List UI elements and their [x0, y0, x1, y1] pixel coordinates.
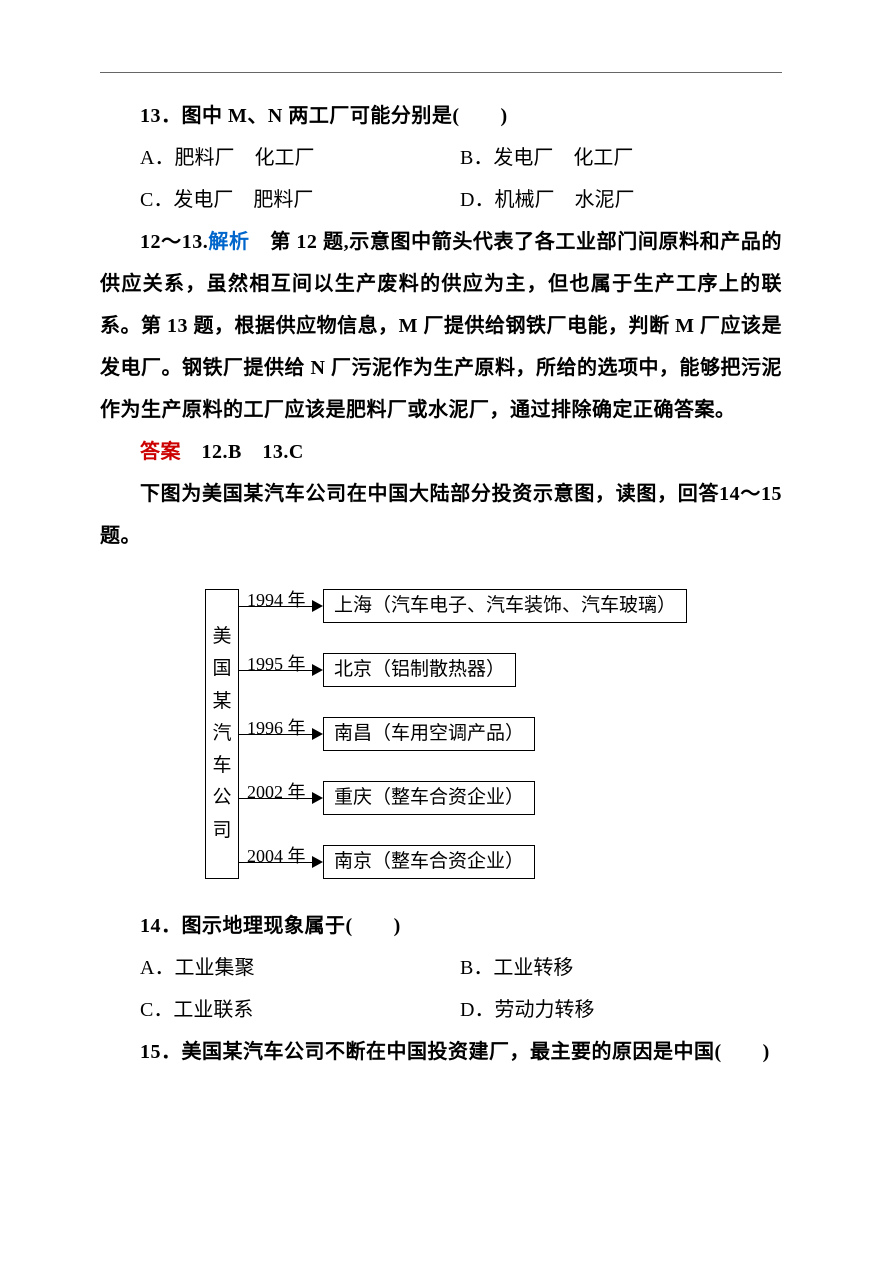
- answer-block: 答案 12.B 13.C: [100, 431, 782, 473]
- source-char: 国: [212, 653, 231, 685]
- page-body: 13．图中 M、N 两工厂可能分别是( ) A．肥料厂 化工厂 B．发电厂 化工…: [100, 95, 782, 1073]
- year-label: 2002 年: [247, 774, 306, 812]
- investment-diagram: 美国某汽车公司 1994 年上海（汽车电子、汽车装饰、汽车玻璃） 1995 年北京…: [181, 575, 701, 895]
- q13-opts-row1: A．肥料厂 化工厂 B．发电厂 化工厂: [100, 137, 782, 179]
- q15-stem: 15．美国某汽车公司不断在中国投资建厂，最主要的原因是中国( ): [100, 1031, 782, 1073]
- q14-option-d[interactable]: D．劳动力转移: [420, 989, 594, 1031]
- source-char: 公: [212, 782, 231, 814]
- year-label: 1995 年: [247, 646, 306, 684]
- q13-opts-row2: C．发电厂 肥料厂 D．机械厂 水泥厂: [100, 179, 782, 221]
- year-label: 1996 年: [247, 710, 306, 748]
- year-label: 2004 年: [247, 838, 306, 876]
- arrow-icon: [312, 600, 323, 612]
- q13-option-b[interactable]: B．发电厂 化工厂: [420, 137, 633, 179]
- source-char: 美: [212, 621, 231, 653]
- arrow-icon: [312, 856, 323, 868]
- analysis-prefix: 12～13.: [140, 231, 208, 253]
- q14-stem: 14．图示地理现象属于( ): [100, 905, 782, 947]
- q14-option-c[interactable]: C．工业联系: [100, 989, 420, 1031]
- analysis-body: 第 12 题,示意图中箭头代表了各工业部门间原料和产品的供应关系，虽然相互间以生…: [100, 231, 782, 421]
- q13-option-d[interactable]: D．机械厂 水泥厂: [420, 179, 634, 221]
- arrow-icon: [312, 728, 323, 740]
- analysis-label: 解析: [208, 231, 249, 253]
- dest-city-box: 南昌（车用空调产品）: [323, 717, 535, 751]
- analysis-block: 12～13.解析 第 12 题,示意图中箭头代表了各工业部门间原料和产品的供应关…: [100, 221, 782, 431]
- dest-city-box: 上海（汽车电子、汽车装饰、汽车玻璃）: [323, 589, 687, 623]
- answer-label: 答案: [140, 441, 181, 463]
- dest-city-box: 北京（铝制散热器）: [323, 653, 516, 687]
- q13-option-a[interactable]: A．肥料厂 化工厂: [100, 137, 420, 179]
- source-char: 司: [212, 815, 231, 847]
- year-label: 1994 年: [247, 582, 306, 620]
- q13-stem: 13．图中 M、N 两工厂可能分别是( ): [100, 95, 782, 137]
- source-char: 车: [212, 750, 231, 782]
- q13-option-c[interactable]: C．发电厂 肥料厂: [100, 179, 420, 221]
- dest-city-box: 重庆（整车合资企业）: [323, 781, 535, 815]
- source-char: 汽: [212, 718, 231, 750]
- answer-text: 12.B 13.C: [181, 441, 304, 463]
- q14-opts-row2: C．工业联系 D．劳动力转移: [100, 989, 782, 1031]
- source-company-box: 美国某汽车公司: [205, 589, 239, 879]
- arrow-icon: [312, 792, 323, 804]
- q14-option-a[interactable]: A．工业集聚: [100, 947, 420, 989]
- dest-city-box: 南京（整车合资企业）: [323, 845, 535, 879]
- source-char: 某: [212, 686, 231, 718]
- figure-intro: 下图为美国某汽车公司在中国大陆部分投资示意图，读图，回答14～15 题。: [100, 473, 782, 557]
- q14-option-b[interactable]: B．工业转移: [420, 947, 573, 989]
- arrow-icon: [312, 664, 323, 676]
- header-rule: [100, 72, 782, 73]
- q14-opts-row1: A．工业集聚 B．工业转移: [100, 947, 782, 989]
